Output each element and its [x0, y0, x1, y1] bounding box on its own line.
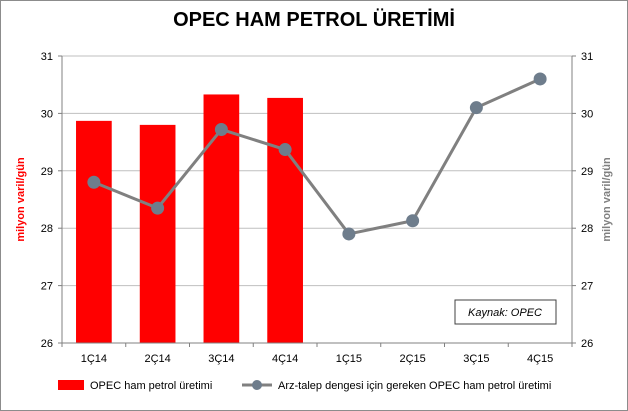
bar: [139, 124, 176, 343]
x-tick-label: 1Ç14: [81, 353, 107, 365]
right-tick-label: 31: [581, 51, 593, 63]
x-tick-label: 3Ç15: [463, 353, 489, 365]
line-point: [214, 122, 228, 136]
x-tick-label: 4Ç14: [272, 353, 298, 365]
line-point: [151, 201, 165, 215]
x-tick-label: 1Ç15: [336, 353, 362, 365]
line-point: [342, 227, 356, 241]
x-tick-label: 2Ç14: [144, 353, 170, 365]
left-tick-label: 26: [41, 338, 53, 350]
legend-line-label: Arz-talep dengesi için gereken OPEC ham …: [278, 380, 551, 392]
right-tick-label: 26: [581, 338, 593, 350]
x-tick-label: 3Ç14: [208, 353, 234, 365]
right-tick-label: 28: [581, 223, 593, 235]
legend-line-marker: [252, 380, 262, 390]
right-tick-label: 27: [581, 281, 593, 293]
bar: [76, 120, 112, 343]
series-line: [93, 77, 541, 236]
bar: [267, 97, 303, 343]
left-tick-label: 30: [41, 108, 53, 120]
line-point: [533, 72, 547, 86]
left-tick-label: 29: [41, 166, 53, 178]
source-note: Kaynak: OPEC: [468, 307, 542, 319]
x-tick-label: 4Ç15: [527, 353, 553, 365]
right-axis-title: milyon varil/gün: [601, 157, 613, 242]
line-point: [278, 143, 292, 157]
chart-title: OPEC HAM PETROL ÜRETİMİ: [173, 9, 455, 31]
left-tick-label: 27: [41, 281, 53, 293]
left-axis-title: milyon varil/gün: [15, 157, 27, 242]
left-tick-label: 31: [41, 51, 53, 63]
legend-bar-label: OPEC ham petrol üretimi: [90, 380, 212, 392]
left-tick-label: 28: [41, 223, 53, 235]
x-tick-label: 2Ç15: [399, 353, 425, 365]
line-point: [469, 101, 483, 115]
right-tick-label: 30: [581, 108, 593, 120]
legend-bar-swatch: [58, 380, 84, 390]
line-point: [87, 175, 101, 189]
source-box: [454, 299, 557, 325]
right-tick-label: 29: [581, 166, 593, 178]
line-point: [406, 214, 420, 228]
